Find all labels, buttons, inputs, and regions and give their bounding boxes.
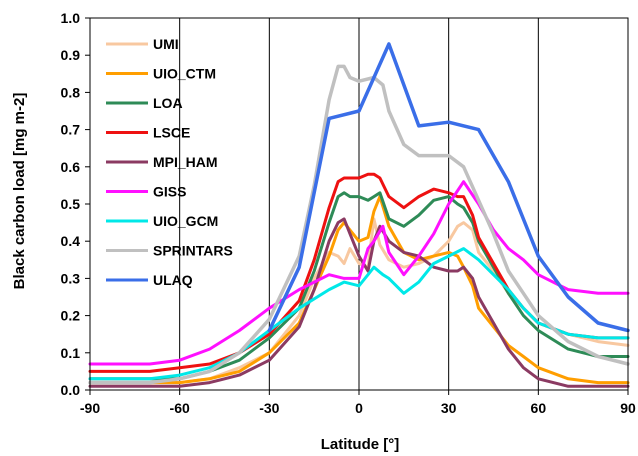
y-tick-label-4: 0.4	[61, 233, 81, 249]
series-layer	[88, 42, 630, 388]
legend-label-lsce: LSCE	[153, 125, 190, 141]
axes-layer: 0.0 0.1 0.2 0.3 0.4 0.5 0.6 0.7 0.8 0.9 1.0 -90 -60 -…	[61, 10, 636, 416]
x-tick-label-3: 0	[355, 400, 363, 416]
legend-label-sprintars: SPRINTARS	[153, 243, 233, 259]
y-tick-label-9: 0.9	[61, 47, 81, 63]
x-tick-label-0: -90	[80, 400, 100, 416]
series-line-sprintars	[88, 64, 630, 385]
y-tick-label-3: 0.3	[61, 270, 81, 286]
legend-label-uio-ctm: UIO_CTM	[153, 66, 216, 82]
series-line-giss	[88, 180, 630, 366]
x-axis-title: Latitude [°]	[321, 436, 400, 453]
legend-label-umi: UMI	[153, 36, 179, 52]
y-tick-label-5: 0.5	[61, 196, 81, 212]
x-tick-label-2: -30	[259, 400, 279, 416]
legend-label-giss: GISS	[153, 184, 186, 200]
y-axis-title: Black carbon load [mg m-2]	[11, 93, 28, 290]
legend-label-loa: LOA	[153, 95, 183, 111]
y-tick-label-0: 0.0	[61, 382, 81, 398]
y-tick-label-6: 0.6	[61, 159, 81, 175]
legend-label-ulaq: ULAQ	[153, 272, 193, 288]
x-tick-label-5: 60	[531, 400, 547, 416]
x-tick-label-1: -60	[170, 400, 190, 416]
x-tick-label-4: 30	[441, 400, 457, 416]
y-tick-label-8: 0.8	[61, 84, 81, 100]
legend-label-uio-gcm: UIO_GCM	[153, 213, 218, 229]
y-tick-label-1: 0.1	[61, 345, 81, 361]
y-tick-label-7: 0.7	[61, 122, 81, 138]
x-tick-label-6: 90	[620, 400, 636, 416]
legend-label-mpi-ham: MPI_HAM	[153, 154, 218, 170]
legend-layer: UMI UIO_CTM LOA LSCE MPI_HAM GISS UIO_GCM SPRIN…	[106, 36, 233, 288]
series-line-ulaq	[267, 42, 630, 333]
y-tick-label-10: 1.0	[61, 10, 81, 26]
series-line-uio-gcm	[88, 247, 630, 381]
y-tick-label-2: 0.2	[61, 308, 81, 324]
